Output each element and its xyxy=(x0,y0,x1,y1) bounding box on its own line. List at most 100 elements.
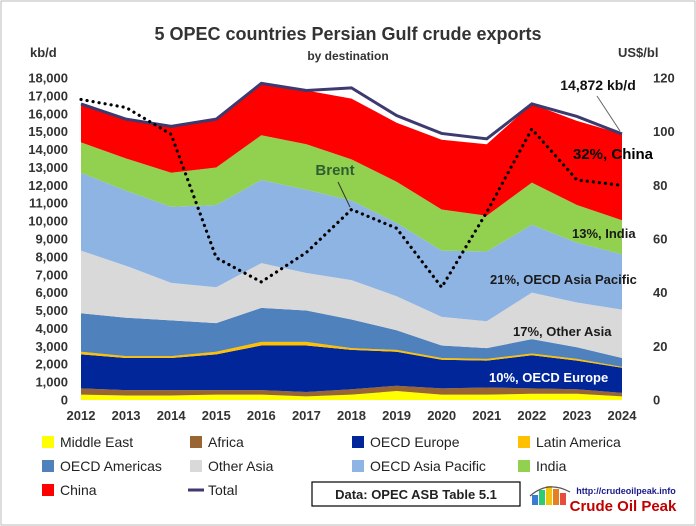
logo-bar-5 xyxy=(560,493,566,505)
y-axis-ticks: 0 1,000 2,000 3,000 4,000 5,000 6,000 7,000 8,00… xyxy=(28,71,68,408)
legend-label: Latin America xyxy=(536,434,621,450)
legend-label: Africa xyxy=(208,434,244,450)
x-tick-label: 2021 xyxy=(472,408,501,423)
area-other-asia xyxy=(81,250,622,358)
y-tick-label: 9,000 xyxy=(35,232,68,247)
legend-label: OECD Europe xyxy=(370,434,460,450)
y-tick-label: 4,000 xyxy=(35,321,68,336)
x-tick-label: 2023 xyxy=(562,408,591,423)
y-tick-label: 3,000 xyxy=(35,339,68,354)
x-tick-label: 2017 xyxy=(292,408,321,423)
legend-label: OECD Asia Pacific xyxy=(370,458,486,474)
legend-item-oecd-americas: OECD Americas xyxy=(42,458,162,474)
legend-item-middle-east: Middle East xyxy=(42,434,133,450)
line-layers xyxy=(79,81,624,291)
y-tick-label: 0 xyxy=(61,393,68,408)
area-oecd-europe xyxy=(81,345,622,393)
legend-swatch xyxy=(190,436,202,448)
x-tick-label: 2015 xyxy=(202,408,231,423)
chart-title: 5 OPEC countries Persian Gulf crude expo… xyxy=(154,24,541,44)
y2-tick-label: 120 xyxy=(653,71,675,86)
area-middle-east xyxy=(81,391,622,400)
annotation-china: 32%, China xyxy=(573,146,654,163)
x-tick-label: 2014 xyxy=(157,408,187,423)
legend-item-total: Total xyxy=(188,482,238,498)
y2-tick-label: 80 xyxy=(653,178,667,193)
y-tick-label: 7,000 xyxy=(35,267,68,282)
logo-bar-1 xyxy=(532,495,538,505)
annotation-total-last: 14,872 kb/d xyxy=(560,77,636,93)
legend: Middle East Africa OECD Europe Latin Americ… xyxy=(42,434,621,498)
y-tick-label: 15,000 xyxy=(28,124,68,139)
legend-item-china: China xyxy=(42,482,97,498)
logo-bar-2 xyxy=(539,490,545,505)
y-tick-label: 16,000 xyxy=(28,106,68,121)
legend-swatch xyxy=(42,484,54,496)
legend-label: Middle East xyxy=(60,434,133,450)
legend-swatch xyxy=(190,460,202,472)
x-tick-label: 2022 xyxy=(517,408,546,423)
y-tick-label: 1,000 xyxy=(35,375,68,390)
annotation-other-asia: 17%, Other Asia xyxy=(513,324,612,339)
area-oecd-americas xyxy=(81,307,622,367)
x-tick-label: 2013 xyxy=(112,408,141,423)
logo-name: Crude Oil Peak xyxy=(570,498,677,515)
y2-axis-ticks: 0 20 40 60 80 100 120 xyxy=(653,71,675,408)
legend-label: China xyxy=(60,482,97,498)
legend-label: Other Asia xyxy=(208,458,274,474)
source-box xyxy=(311,481,521,507)
legend-item-oecd-europe: OECD Europe xyxy=(352,434,460,450)
y2-axis-unit-label: US$/bl xyxy=(618,45,658,60)
area-africa xyxy=(81,385,622,397)
legend-label: India xyxy=(536,458,567,474)
y-axis-unit-label: kb/d xyxy=(30,45,57,60)
legend-item-india: India xyxy=(518,458,567,474)
area-china xyxy=(81,83,622,221)
y2-tick-label: 40 xyxy=(653,285,667,300)
legend-label: Total xyxy=(208,482,238,498)
brent-line xyxy=(79,97,624,291)
x-tick-label: 2024 xyxy=(608,408,638,423)
logo-arc xyxy=(529,486,571,497)
legend-item-other-asia: Other Asia xyxy=(190,458,274,474)
total-line xyxy=(80,81,623,141)
y-tick-label: 6,000 xyxy=(35,285,68,300)
y-tick-label: 12,000 xyxy=(28,178,68,193)
area-layers xyxy=(81,83,622,400)
x-axis-ticks: 2012 2013 2014 2015 2016 2017 2018 2019 2020 2021… xyxy=(67,408,638,423)
y2-tick-label: 60 xyxy=(653,232,667,247)
legend-item-africa: Africa xyxy=(190,434,244,450)
chart-subtitle: by destination xyxy=(307,49,388,63)
y-tick-label: 10,000 xyxy=(28,214,68,229)
legend-item-latin-america: Latin America xyxy=(518,434,621,450)
annotation-brent: Brent xyxy=(315,162,354,179)
annotation-oecd-europe: 10%, OECD Europe xyxy=(489,370,608,385)
y-tick-label: 2,000 xyxy=(35,357,68,372)
legend-swatch xyxy=(42,436,54,448)
y2-tick-label: 20 xyxy=(653,339,667,354)
y-tick-label: 11,000 xyxy=(29,196,68,211)
y-tick-label: 14,000 xyxy=(28,142,68,157)
x-tick-label: 2018 xyxy=(337,408,366,423)
x-tick-label: 2019 xyxy=(382,408,411,423)
x-tick-label: 2012 xyxy=(67,408,96,423)
annotation-total-leader xyxy=(596,95,621,132)
x-tick-label: 2020 xyxy=(427,408,456,423)
annotation-brent-leader xyxy=(337,181,351,208)
logo-bar-4 xyxy=(553,489,559,505)
legend-item-oecd-asia-pacific: OECD Asia Pacific xyxy=(352,458,486,474)
y-tick-label: 17,000 xyxy=(28,88,68,103)
area-oecd-asia-pacific xyxy=(81,172,622,322)
y-tick-label: 13,000 xyxy=(28,160,68,175)
x-tick-label: 2016 xyxy=(247,408,276,423)
legend-swatch xyxy=(352,436,364,448)
logo-url: http://crudeoilpeak.info xyxy=(576,486,676,496)
source-label: Data: OPEC ASB Table 5.1 xyxy=(335,487,497,502)
legend-label: OECD Americas xyxy=(60,458,162,474)
legend-swatch xyxy=(518,460,530,472)
annotation-india: 13%, India xyxy=(572,226,636,241)
y-tick-label: 8,000 xyxy=(35,249,68,264)
y-tick-label: 18,000 xyxy=(28,71,68,86)
